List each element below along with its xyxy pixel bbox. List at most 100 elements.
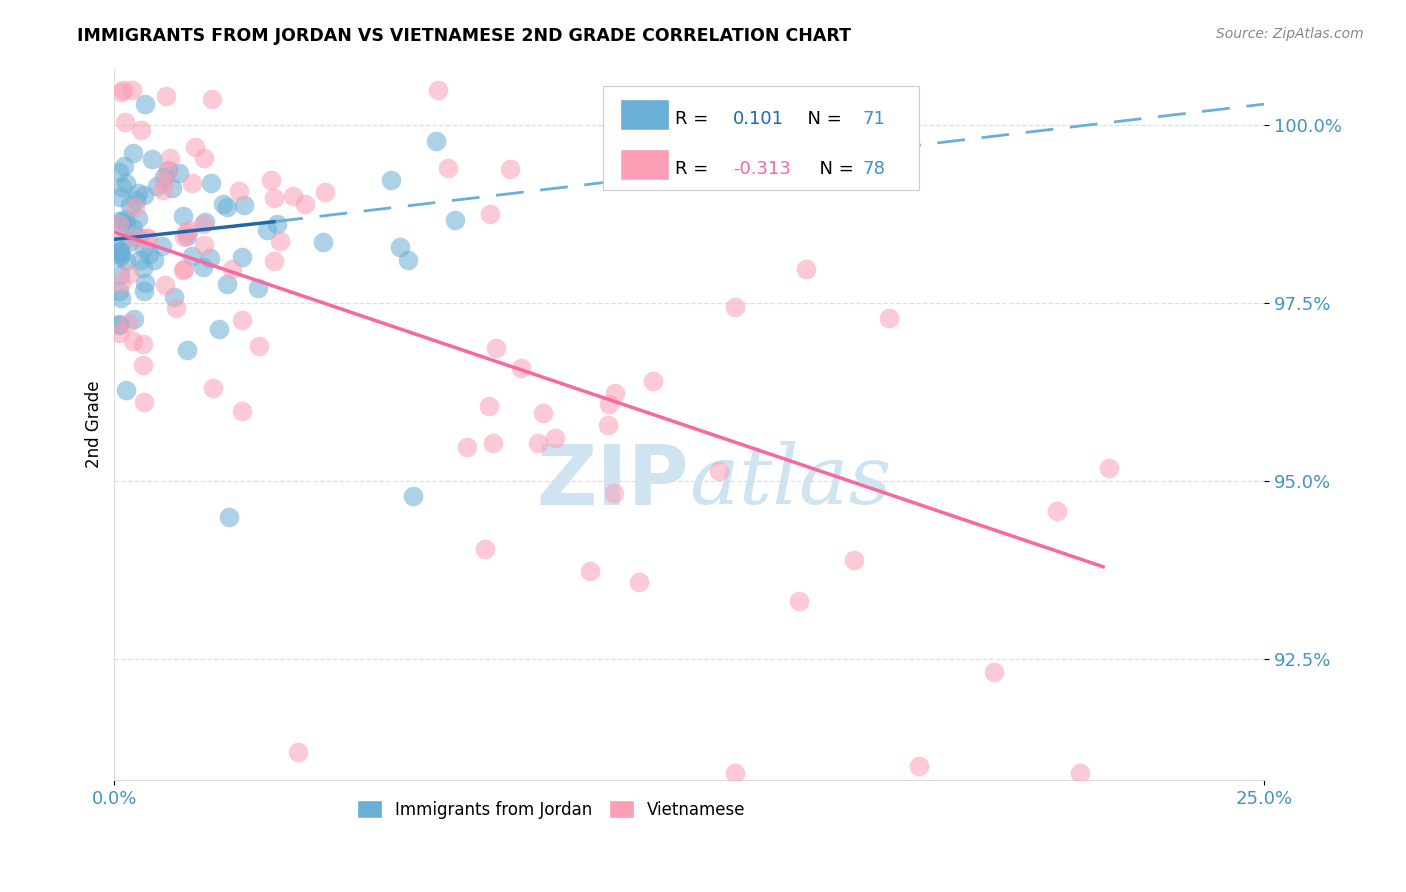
Point	[527, 435, 550, 450]
Point	[544, 431, 567, 445]
Point	[479, 207, 502, 221]
Text: 71: 71	[863, 110, 886, 128]
Point	[724, 300, 747, 314]
Point	[200, 176, 222, 190]
Point	[231, 404, 253, 418]
Point	[112, 159, 135, 173]
Point	[842, 553, 865, 567]
Point	[117, 316, 139, 330]
Text: 78: 78	[863, 160, 886, 178]
Point	[228, 185, 250, 199]
Point	[396, 252, 419, 267]
Point	[141, 152, 163, 166]
Point	[193, 237, 215, 252]
Point	[153, 170, 176, 185]
Point	[132, 187, 155, 202]
Point	[256, 223, 278, 237]
Point	[482, 435, 505, 450]
Point	[136, 231, 159, 245]
Point	[456, 440, 478, 454]
Point	[127, 186, 149, 200]
Point	[115, 176, 138, 190]
Point	[181, 176, 204, 190]
Point	[127, 230, 149, 244]
Point	[127, 211, 149, 226]
Point	[311, 235, 333, 249]
Point	[167, 166, 190, 180]
Point	[122, 231, 145, 245]
Point	[110, 236, 132, 251]
Text: IMMIGRANTS FROM JORDAN VS VIETNAMESE 2ND GRADE CORRELATION CHART: IMMIGRANTS FROM JORDAN VS VIETNAMESE 2ND…	[77, 27, 851, 45]
Text: atlas: atlas	[689, 442, 891, 521]
Point	[1069, 766, 1091, 780]
Point	[177, 223, 200, 237]
Point	[212, 197, 235, 211]
Point	[218, 510, 240, 524]
Point	[110, 180, 132, 194]
Point	[152, 183, 174, 197]
Point	[427, 83, 450, 97]
Point	[908, 759, 931, 773]
Point	[246, 280, 269, 294]
Point	[125, 193, 148, 207]
FancyBboxPatch shape	[620, 148, 668, 180]
Text: -0.313: -0.313	[733, 160, 790, 178]
Point	[266, 217, 288, 231]
Point	[152, 239, 174, 253]
Point	[110, 248, 132, 262]
Point	[121, 146, 143, 161]
Point	[108, 268, 131, 282]
Point	[173, 261, 195, 276]
Point	[128, 253, 150, 268]
Point	[108, 250, 131, 264]
Text: Source: ZipAtlas.com: Source: ZipAtlas.com	[1216, 27, 1364, 41]
Point	[1045, 504, 1067, 518]
Point	[132, 261, 155, 276]
Point	[231, 312, 253, 326]
Text: N =: N =	[796, 110, 848, 128]
Point	[108, 326, 131, 340]
Point	[231, 250, 253, 264]
Legend: Immigrants from Jordan, Vietnamese: Immigrants from Jordan, Vietnamese	[350, 793, 752, 825]
Point	[707, 464, 730, 478]
Point	[1098, 460, 1121, 475]
Point	[474, 541, 496, 556]
Text: ZIP: ZIP	[537, 441, 689, 522]
Point	[444, 213, 467, 227]
Point	[153, 278, 176, 293]
Point	[156, 163, 179, 178]
Point	[314, 185, 336, 199]
Point	[281, 189, 304, 203]
Point	[163, 290, 186, 304]
Point	[641, 374, 664, 388]
Point	[628, 574, 651, 589]
Point	[132, 358, 155, 372]
Point	[108, 318, 131, 332]
Point	[389, 240, 412, 254]
Point	[111, 83, 134, 97]
Point	[294, 196, 316, 211]
Point	[108, 214, 131, 228]
Point	[789, 593, 811, 607]
Point	[260, 173, 283, 187]
Point	[437, 161, 460, 175]
Point	[176, 229, 198, 244]
Point	[287, 745, 309, 759]
Point	[108, 246, 131, 260]
Point	[425, 134, 447, 148]
Point	[108, 285, 131, 299]
Point	[191, 217, 214, 231]
Point	[485, 341, 508, 355]
Point	[122, 312, 145, 326]
Point	[193, 151, 215, 165]
Point	[138, 247, 160, 261]
Point	[118, 267, 141, 281]
Point	[115, 217, 138, 231]
Point	[263, 254, 285, 268]
Text: R =: R =	[675, 160, 714, 178]
Point	[132, 241, 155, 255]
Point	[143, 253, 166, 268]
Point	[121, 83, 143, 97]
Point	[108, 244, 131, 258]
Text: N =: N =	[807, 160, 859, 178]
